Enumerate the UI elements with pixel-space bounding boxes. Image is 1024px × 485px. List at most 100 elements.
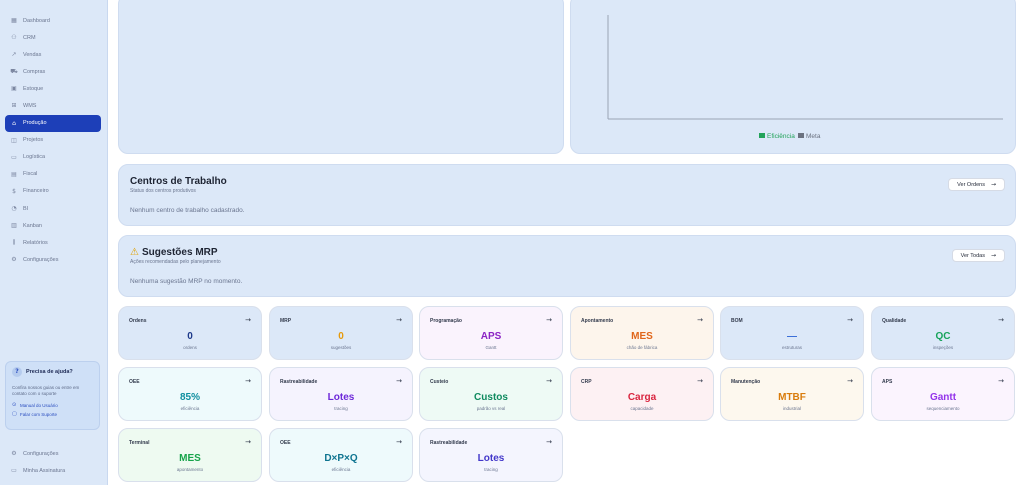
module-tile-rastreabilidade[interactable]: Rastreabilidade → Lotes tracing bbox=[269, 367, 413, 421]
tile-label: MRP bbox=[280, 318, 292, 324]
tile-value: MES bbox=[179, 453, 201, 464]
sidebar-item-label: Dashboard bbox=[23, 17, 50, 24]
tile-value: Carga bbox=[627, 392, 657, 403]
sidebar-item-label: Configurações bbox=[23, 450, 59, 457]
tile-subtitle: industrial bbox=[782, 406, 801, 411]
sidebar-item-label: Vendas bbox=[23, 51, 42, 58]
tile-label: Rastreabilidade bbox=[430, 440, 468, 446]
centros-section: Centros de Trabalho Status dos centros p… bbox=[118, 164, 1016, 226]
arrow-right-icon: → bbox=[546, 438, 552, 446]
efficiency-chart-card: Eficiência Meta bbox=[570, 0, 1016, 154]
tile-value: D×P×Q bbox=[324, 453, 358, 464]
sidebar-item-kanban[interactable]: ▥ Kanban bbox=[5, 217, 101, 234]
module-tile-oee[interactable]: OEE → 85% eficiência bbox=[118, 367, 262, 421]
sidebar-item-bi[interactable]: ◔ BI bbox=[5, 200, 101, 217]
tile-value: 0 bbox=[187, 331, 193, 342]
sidebar-item-crm[interactable]: ⚇ CRM bbox=[5, 29, 101, 46]
chart-card-left bbox=[118, 0, 564, 154]
sidebar-item-label: Projetos bbox=[23, 137, 44, 144]
module-tile-mrp[interactable]: MRP → 0 sugestões bbox=[269, 306, 413, 360]
tile-subtitle: Gantt bbox=[485, 345, 497, 350]
tile-subtitle: eficiência bbox=[331, 467, 351, 472]
kanban-icon: ▥ bbox=[11, 222, 17, 230]
tile-subtitle: estruturas bbox=[781, 345, 802, 350]
mrp-section: ⚠ Sugestões MRP Ações recomendadas pelo p… bbox=[118, 235, 1016, 297]
tile-value: Lotes bbox=[327, 392, 355, 403]
chat-icon: ▢ bbox=[12, 411, 17, 417]
receipt-icon: ▤ bbox=[11, 170, 17, 178]
warning-icon: ⚠ bbox=[130, 247, 139, 258]
tile-label: OEE bbox=[129, 379, 140, 385]
sidebar-item-logistica[interactable]: ▭ Logística bbox=[5, 149, 101, 166]
tile-label: OEE bbox=[280, 440, 291, 446]
sidebar-item-financeiro[interactable]: $ Financeiro bbox=[5, 183, 101, 200]
tile-label: Manutenção bbox=[731, 379, 761, 385]
sidebar-item-label: Compras bbox=[23, 68, 46, 75]
module-tile-rastreabilidade[interactable]: Rastreabilidade → Lotes tracing bbox=[419, 428, 563, 482]
sidebar-item-label: Relatórios bbox=[23, 239, 48, 246]
sidebar-item-compras[interactable]: ⛟ Compras bbox=[5, 63, 101, 80]
centros-subtitle: Status dos centros produtivos bbox=[130, 188, 196, 194]
sidebar-item-relatorios[interactable]: ⫼ Relatórios bbox=[5, 234, 101, 251]
sidebar-nav: ▦ Dashboard ⚇ CRM ↗ Vendas ⛟ Compras ▣ Estoque ⊞ WM… bbox=[5, 12, 101, 268]
book-icon: ⊙ bbox=[12, 402, 17, 408]
sidebar-item-fiscal[interactable]: ▤ Fiscal bbox=[5, 166, 101, 183]
tile-value: 85% bbox=[179, 392, 200, 403]
centros-title: Centros de Trabalho bbox=[130, 176, 227, 187]
sidebar-bottom-configuracoes[interactable]: ⚙ Configurações bbox=[5, 445, 101, 462]
module-tile-manutencao[interactable]: Manutenção → MTBF industrial bbox=[720, 367, 864, 421]
main-content: Eficiência Meta Centros de Trabalho Stat… bbox=[108, 0, 1024, 485]
arrow-right-icon: → bbox=[998, 316, 1004, 324]
sidebar-item-label: Kanban bbox=[23, 222, 42, 229]
tile-value: QC bbox=[935, 331, 951, 342]
truck-icon: ▭ bbox=[11, 153, 17, 161]
manual-link[interactable]: ⊙ Manual do Usuário bbox=[12, 402, 58, 408]
tile-subtitle: capacidade bbox=[630, 406, 654, 411]
tile-value: 0 bbox=[338, 331, 344, 342]
card-icon: ▭ bbox=[11, 467, 17, 475]
mrp-title: Sugestões MRP bbox=[141, 247, 218, 258]
sidebar-item-wms[interactable]: ⊞ WMS bbox=[5, 97, 101, 114]
ver-ordens-button[interactable]: Ver Ordens → bbox=[948, 178, 1005, 191]
tile-subtitle: inspeções bbox=[932, 345, 954, 350]
tile-label: Qualidade bbox=[882, 318, 907, 324]
sidebar-item-estoque[interactable]: ▣ Estoque bbox=[5, 80, 101, 97]
help-title: Precisa de ajuda? bbox=[26, 369, 73, 375]
arrow-right-icon: → bbox=[697, 316, 703, 324]
tile-subtitle: eficiência bbox=[180, 406, 200, 411]
module-tile-aps[interactable]: APS → Gantt sequenciamento bbox=[871, 367, 1015, 421]
tile-subtitle: sequenciamento bbox=[926, 406, 960, 411]
sidebar-item-configuracoes[interactable]: ⚙ Configurações bbox=[5, 251, 101, 268]
dollar-icon: $ bbox=[12, 187, 16, 195]
module-tile-programacao[interactable]: Programação → APS Gantt bbox=[419, 306, 563, 360]
module-tile-oee[interactable]: OEE → D×P×Q eficiência bbox=[269, 428, 413, 482]
factory-icon: ⌂ bbox=[12, 119, 16, 127]
tile-label: Rastreabilidade bbox=[280, 379, 318, 385]
sidebar-item-label: WMS bbox=[23, 102, 37, 109]
trending-up-icon: ↗ bbox=[11, 51, 17, 59]
warehouse-icon: ⊞ bbox=[11, 102, 17, 110]
module-tile-qualidade[interactable]: Qualidade → QC inspeções bbox=[871, 306, 1015, 360]
module-tile-terminal[interactable]: Terminal → MES apontamento bbox=[118, 428, 262, 482]
module-tile-crp[interactable]: CRP → Carga capacidade bbox=[570, 367, 714, 421]
ver-todas-button[interactable]: Ver Todas → bbox=[951, 249, 1005, 262]
legend-label-eficiencia: Eficiência bbox=[767, 133, 795, 140]
sidebar-item-vendas[interactable]: ↗ Vendas bbox=[5, 46, 101, 63]
help-icon: ? bbox=[12, 367, 22, 377]
module-tile-bom[interactable]: BOM → — estruturas bbox=[720, 306, 864, 360]
gear-icon: ⚙ bbox=[11, 450, 17, 457]
sidebar-item-dashboard[interactable]: ▦ Dashboard bbox=[5, 12, 101, 29]
module-tile-custeio[interactable]: Custeio → Custos padrão vs real bbox=[419, 367, 563, 421]
arrow-right-icon: → bbox=[990, 252, 996, 259]
module-tile-apontamento[interactable]: Apontamento → MES chão de fábrica bbox=[570, 306, 714, 360]
sidebar-item-producao[interactable]: ⌂ Produção bbox=[5, 114, 101, 132]
arrow-right-icon: → bbox=[546, 316, 552, 324]
arrow-right-icon: → bbox=[998, 377, 1004, 385]
sidebar-item-label: Produção bbox=[23, 120, 47, 127]
support-link[interactable]: ▢ Falar com Suporte bbox=[12, 411, 58, 417]
tile-value: — bbox=[787, 331, 797, 342]
sidebar-bottom-minha-assinatura[interactable]: ▭ Minha Assinatura bbox=[5, 462, 101, 479]
tile-label: APS bbox=[882, 379, 893, 385]
sidebar-item-projetos[interactable]: ◫ Projetos bbox=[5, 132, 101, 149]
module-tile-ordens[interactable]: Ordens → 0 ordens bbox=[118, 306, 262, 360]
